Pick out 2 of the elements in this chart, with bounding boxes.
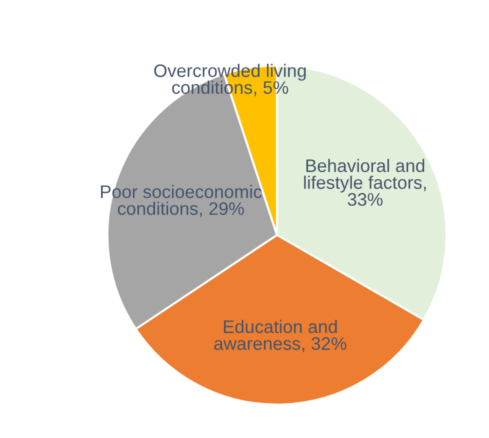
- slice-label: Behavioral and lifestyle factors, 33%: [304, 158, 426, 206]
- slice-label: Education and awareness, 32%: [214, 320, 346, 352]
